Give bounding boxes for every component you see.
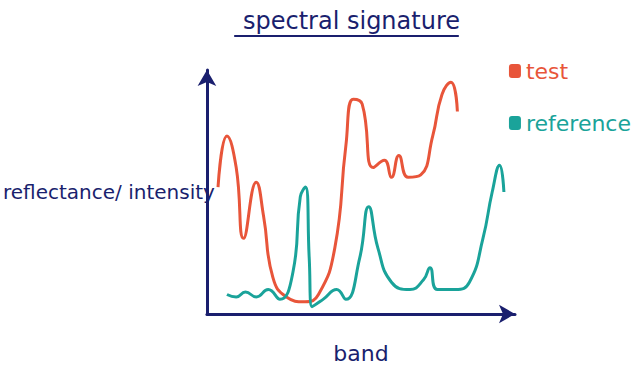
svg-text:reference: reference	[526, 111, 631, 136]
svg-text:spectral signature: spectral signature	[243, 7, 460, 35]
svg-text:band: band	[333, 341, 388, 366]
svg-text:test: test	[526, 59, 569, 84]
svg-text:reflectance/ intensity: reflectance/ intensity	[3, 180, 215, 204]
